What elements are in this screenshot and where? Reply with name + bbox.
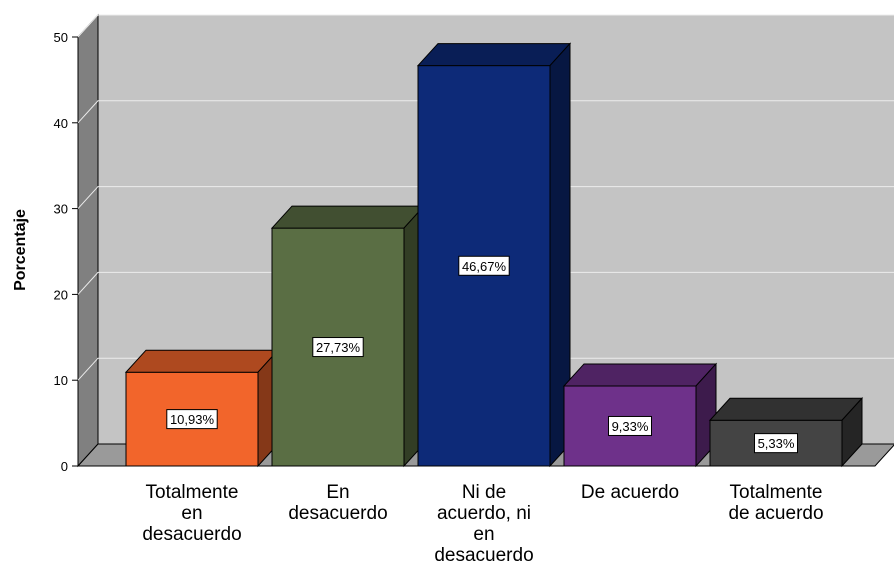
bars: 10,93% 27,73% 46,67% 9,33% 5,33%: [124, 42, 864, 468]
x-tick-label: Ni de acuerdo, ni en desacuerdo: [434, 482, 533, 566]
data-label-box: [312, 337, 364, 358]
y-tick-label: 20: [54, 287, 68, 302]
gridlines: [77, 14, 894, 381]
data-label-box: [754, 433, 798, 454]
y-tick-label: 40: [54, 116, 68, 131]
gridline: [77, 14, 894, 38]
data-label-box: [458, 255, 510, 276]
x-tick-label: En desacuerdo: [288, 482, 387, 524]
y-tick-label: 50: [54, 30, 68, 45]
x-axis-labels: Totalmente en desacuerdo En desacuerdo Ni de a…: [142, 482, 823, 566]
x-tick-label: De acuerdo: [581, 482, 679, 503]
data-label-box: [166, 409, 218, 430]
y-tick-label: 0: [61, 459, 68, 474]
bar-5: 5,33%: [708, 396, 864, 468]
y-tick-label: 30: [54, 202, 68, 217]
bar-top: [562, 363, 718, 387]
bar-3: 46,67%: [416, 42, 572, 468]
gridline: [77, 271, 894, 295]
y-tick-label: 10: [54, 373, 68, 388]
x-tick-label: Totalmente de acuerdo: [728, 482, 823, 524]
data-label-box: [608, 415, 652, 436]
x-tick-label: Totalmente en desacuerdo: [142, 482, 241, 545]
data-label: 9,33%: [612, 419, 649, 434]
bar-top: [270, 205, 426, 229]
data-label: 5,33%: [758, 436, 795, 451]
data-label: 10,93%: [170, 412, 215, 427]
gridline: [77, 186, 894, 209]
gridline: [77, 357, 894, 381]
data-label: 27,73%: [316, 340, 361, 355]
bar-top: [124, 349, 280, 373]
data-label: 46,67%: [462, 259, 507, 274]
gridline: [77, 100, 894, 124]
left-wall: [77, 13, 99, 468]
y-axis-ticks: 0 10 20 30 40 50: [54, 30, 78, 474]
bar-4: 9,33%: [562, 362, 718, 468]
y-axis-label: Porcentaje: [12, 209, 29, 291]
bar-top: [416, 43, 572, 67]
bar-2: 27,73%: [270, 204, 426, 468]
bar-side: [841, 396, 863, 468]
bar-top: [708, 397, 864, 421]
bar-1: 10,93%: [124, 348, 280, 468]
